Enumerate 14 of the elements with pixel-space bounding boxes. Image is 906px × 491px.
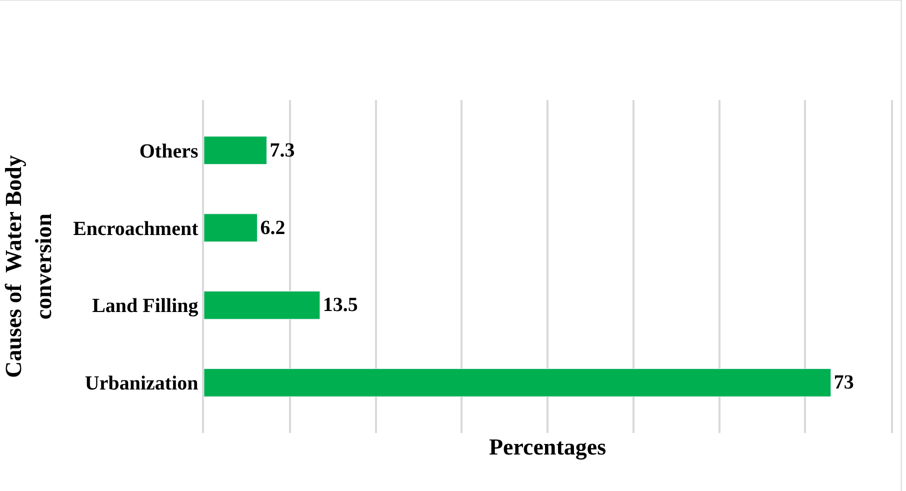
x-axis-title: Percentages (488, 434, 606, 461)
data-label: 7.3 (270, 139, 295, 162)
bar (204, 136, 267, 165)
data-label: 73 (834, 372, 854, 394)
y-axis-title: Causes of Water Body conversion (1, 154, 56, 378)
data-label: 6.2 (260, 216, 286, 239)
y-tick-label: Others (139, 140, 198, 162)
bar (204, 291, 320, 320)
y-tick-label: Land Filling (92, 295, 198, 318)
bar (204, 368, 832, 397)
data-label: 13.5 (322, 294, 358, 316)
y-tick-label: Encroachment (73, 218, 199, 240)
bar (204, 214, 258, 242)
y-tick-label: Urbanization (84, 372, 198, 395)
